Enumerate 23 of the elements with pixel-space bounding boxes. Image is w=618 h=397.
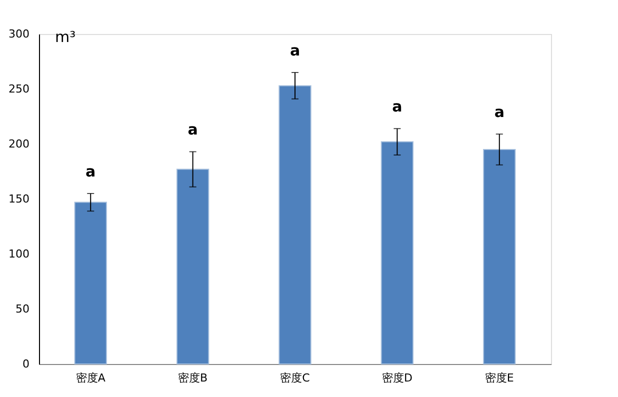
bar bbox=[278, 85, 312, 364]
x-tick-label: 密度E bbox=[484, 372, 514, 384]
x-tick-label: 密度B bbox=[178, 372, 208, 384]
bar bbox=[380, 141, 414, 364]
annotation: a bbox=[392, 98, 402, 116]
y-tick-label: 300 bbox=[8, 28, 30, 40]
annotation: a bbox=[290, 42, 300, 60]
x-tick-label: 密度D bbox=[382, 372, 412, 384]
bar bbox=[483, 149, 516, 364]
x-tick-label: 密度A bbox=[76, 372, 106, 384]
y-tick-label: 250 bbox=[8, 82, 30, 96]
y-tick-label: 200 bbox=[8, 138, 30, 150]
y-tick-label: 100 bbox=[8, 248, 30, 260]
y-tick-label: 150 bbox=[8, 192, 30, 206]
annotation: a bbox=[494, 103, 504, 122]
y-tick-label: 0 bbox=[22, 358, 30, 370]
y-axis-title: m³ bbox=[55, 28, 76, 46]
annotation: a bbox=[188, 120, 198, 139]
x-tick-label: 密度C bbox=[280, 372, 310, 384]
bar bbox=[74, 202, 107, 364]
y-tick-label: 50 bbox=[16, 302, 30, 316]
annotation: a bbox=[86, 162, 96, 180]
bar bbox=[176, 168, 210, 364]
